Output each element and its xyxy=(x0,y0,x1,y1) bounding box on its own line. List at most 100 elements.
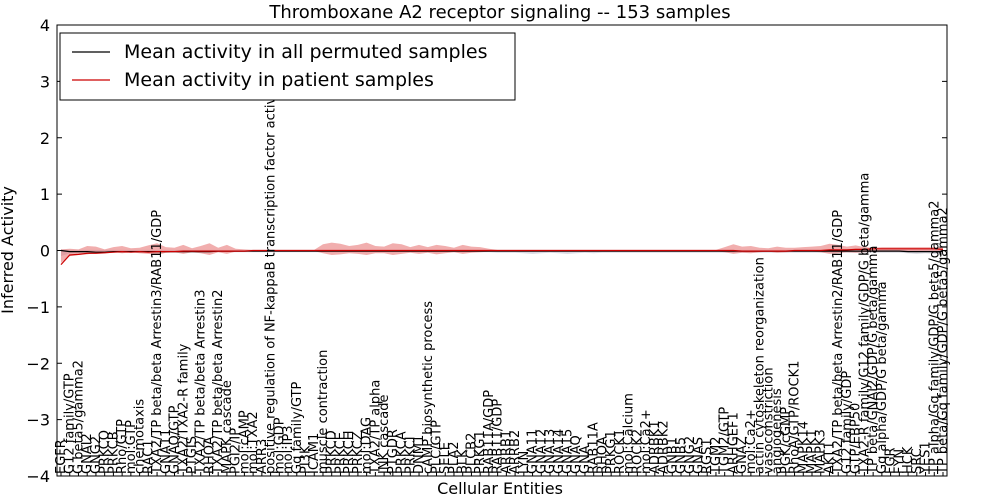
x-tick-label: PRKCQ xyxy=(98,430,113,474)
x-tick-label: BLK xyxy=(456,449,471,474)
x-tick-label: RAB11/GDP xyxy=(491,399,506,474)
x-tick-label: LYN xyxy=(517,451,532,474)
x-tick-label: MAPK3 xyxy=(814,429,829,474)
x-tick-label: TP beta/Gq family/GDP/G beta5/gamma2 xyxy=(936,207,951,475)
x-tick-label: ARRB2 xyxy=(508,430,523,474)
x-tick-label: ADRBK1 xyxy=(648,420,663,474)
x-tick-label: chemotaxis xyxy=(133,399,148,474)
x-tick-label: GNA11 xyxy=(526,429,541,474)
x-tick-label: PRKCA xyxy=(395,431,410,474)
x-tick-label: G12 family/GDP xyxy=(840,371,855,474)
series-line-patient xyxy=(60,248,944,266)
x-tick-label: PI3K xyxy=(299,445,314,474)
x-tick-label: G12 family/GTP xyxy=(63,373,78,474)
x-tick-label: mol:Ca2+ xyxy=(639,409,654,474)
x-tick-label: GNB1 xyxy=(665,437,680,474)
x-tick-label: muscle contraction xyxy=(316,350,331,474)
x-tick-label: PTGIS xyxy=(185,436,200,474)
y-tick-label: 0 xyxy=(40,242,50,261)
x-tick-label: RAB11A xyxy=(587,422,602,474)
x-tick-label: PRKG1 xyxy=(473,430,488,474)
x-tick-label: TXA2/TP beta/beta Arrestin2 xyxy=(211,289,226,475)
y-tick-label: −4 xyxy=(26,467,50,486)
x-tick-label: EGFR xyxy=(54,439,69,474)
x-tick-label: PTGDR xyxy=(386,429,401,474)
x-tick-label: TXA2/TP alpha xyxy=(368,380,383,475)
x-tick-label: MAPK1 xyxy=(805,429,820,474)
x-tick-label: PRKCZ xyxy=(351,431,366,474)
legend-label-permuted: Mean activity in all permuted samples xyxy=(124,41,487,63)
x-tick-label: PGI2/IP xyxy=(229,428,244,474)
x-tick-label: GNA11 xyxy=(159,429,174,474)
x-tick-label: positive regulation of NF-kappaB transcr… xyxy=(264,80,279,474)
x-tick-label: DNM1 xyxy=(412,435,427,474)
x-tick-label: PRKCH xyxy=(342,430,357,474)
x-tick-label: GNA12 xyxy=(534,429,549,474)
x-tick-label: RAB11A/GDP xyxy=(482,390,497,474)
x-tick-label: TGM2 xyxy=(709,436,724,475)
x-tick-label: GTP/EBP50 xyxy=(849,403,864,474)
x-tick-label: MAPK14 xyxy=(796,421,811,474)
x-tick-label: ARRB1 xyxy=(499,430,514,474)
x-tick-label: SRC xyxy=(910,448,925,474)
x-tick-label: PGK/cGMP xyxy=(779,407,794,474)
x-tick-label: ARHGEF1 xyxy=(726,412,741,474)
x-tick-label: mol:IP3 xyxy=(281,425,296,474)
x-tick-label: PLA2 xyxy=(447,441,462,474)
x-tick-label: ADRBK2 xyxy=(657,420,672,474)
x-tick-label: mol:GDP xyxy=(272,417,287,474)
x-tick-label: PLCB2 xyxy=(464,433,479,474)
x-tick-label: GNAQ/GTP xyxy=(168,405,183,474)
x-tick-label: MAPK cascade xyxy=(220,380,235,474)
x-tick-label: PRKCI xyxy=(403,436,418,474)
x-tick-label: PLC/GTP xyxy=(430,420,445,474)
x-tick-label: TGM2/GTP xyxy=(718,407,733,475)
x-tick-label: GNA15 xyxy=(561,429,576,474)
x-tick-label: AKT1 xyxy=(823,441,838,474)
y-tick-label: −3 xyxy=(26,411,50,430)
x-tick-label: TXA2/TP beta/beta Arrestin2/RAB11/GDP xyxy=(831,210,846,475)
x-tick-label: RGS1 xyxy=(700,438,715,474)
x-tick-label: GNG2 xyxy=(89,436,104,474)
y-tick-label: −2 xyxy=(26,354,50,373)
x-tick-label: GNAS xyxy=(692,437,707,474)
x-tick-label: JNK cascade xyxy=(377,395,392,475)
x-axis-label: Cellular Entities xyxy=(437,479,563,498)
x-tick-label: PRKG1 xyxy=(604,430,619,474)
x-tick-label: RHOA xyxy=(595,436,610,474)
x-tick-label: GNAQ xyxy=(569,435,584,474)
legend: Mean activity in all permuted samples Me… xyxy=(59,32,516,101)
y-tick-label: 4 xyxy=(40,16,50,35)
x-tick-label: ROCK2 xyxy=(630,429,645,474)
x-tick-label: PRKCB xyxy=(106,431,121,474)
x-tick-label: mol:GTP xyxy=(124,420,139,474)
x-tick-label: vasoconstriction xyxy=(761,367,776,474)
x-tick-label: angiogenesis xyxy=(770,388,785,474)
x-tick-label: RAC1 xyxy=(141,439,156,474)
x-tick-label: mol:cAMP xyxy=(237,410,252,474)
x-tick-label: GNAI2 xyxy=(80,433,95,474)
x-tick-label: TXA2/TXA2-R family xyxy=(176,343,191,475)
x-tick-label: ICAM1 xyxy=(307,433,322,474)
x-tick-label: Rho/GTP xyxy=(115,419,130,474)
x-tick-label: mol:Ca2+ xyxy=(744,409,759,474)
x-tick-label: actin cytoskeleton reorganization xyxy=(753,257,768,474)
x-tick-label: GNB5 xyxy=(674,437,689,474)
x-tick-label: FGR xyxy=(884,447,899,474)
x-tick-label: TXA2/TP beta/beta Arrestin3 xyxy=(194,289,209,475)
y-tick-label: −1 xyxy=(26,298,50,317)
x-tick-label: TXA2/TP beta/beta Arrestin3/RAB11/GDP xyxy=(150,210,165,475)
y-tick-label: 3 xyxy=(40,72,50,91)
x-tick-label: PRKCD xyxy=(325,430,340,474)
x-tick-label: Gq alpha/GDP/G beta/gamma xyxy=(875,281,890,474)
plot-frame xyxy=(56,24,948,477)
x-tick-label: cAMP biosynthetic process xyxy=(421,301,436,474)
x-tick-label: GNA13 xyxy=(543,429,558,474)
x-tick-label: SELE xyxy=(438,442,453,474)
x-tick-label: HCK xyxy=(901,446,916,474)
x-tick-label: mol:Calcium xyxy=(622,393,637,474)
x-tick-label: FYN xyxy=(892,449,907,474)
y-tick-label: 2 xyxy=(40,129,50,148)
